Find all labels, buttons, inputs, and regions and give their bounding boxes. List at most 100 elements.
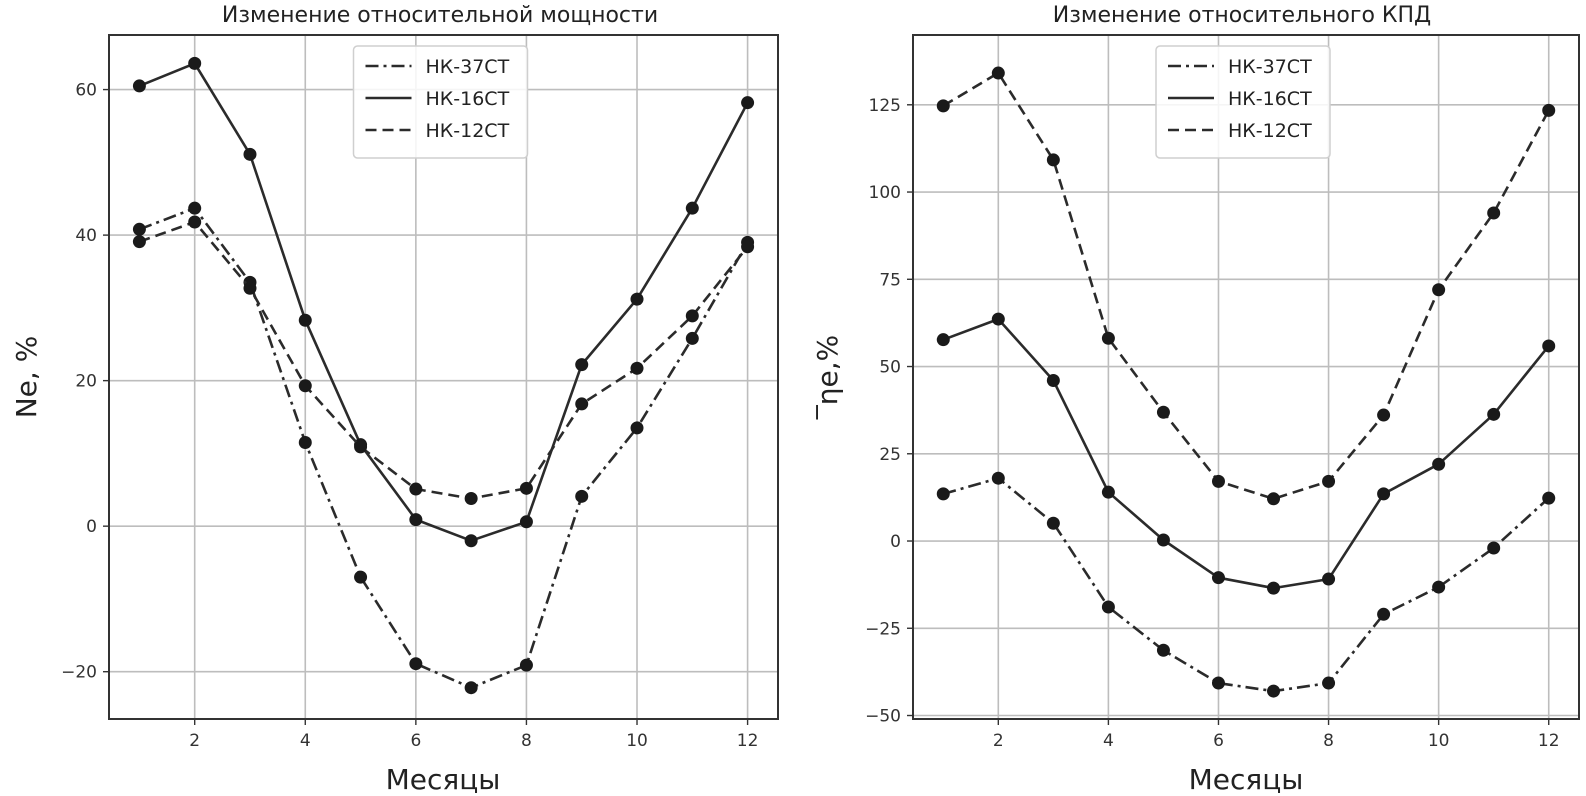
y-tick-label: 20	[75, 372, 97, 392]
series-group	[132, 56, 755, 695]
x-tick-label: 8	[521, 731, 532, 751]
data-point	[685, 201, 699, 215]
data-point	[741, 96, 755, 110]
data-point	[298, 435, 312, 449]
x-tick-label: 2	[189, 731, 200, 751]
tick-labels: 2 4 6 8 10 12 −20 0 20 40 60	[61, 81, 758, 751]
x-tick-label: 4	[300, 731, 311, 751]
data-point	[1377, 607, 1391, 621]
y-axis-label: ‾ηe,%	[811, 335, 844, 420]
data-point	[1487, 206, 1501, 220]
y-tick-label: 125	[869, 96, 901, 116]
data-point	[1267, 684, 1281, 698]
y-tick-label: 50	[879, 358, 901, 378]
data-point	[1101, 600, 1115, 614]
plot-frame	[108, 34, 779, 720]
data-point	[575, 397, 589, 411]
x-tick-label: 10	[626, 731, 648, 751]
data-point	[1267, 581, 1281, 595]
x-tick-label: 10	[1428, 731, 1450, 751]
data-point	[1267, 492, 1281, 506]
chart-title: Изменение относительной мощности	[222, 3, 658, 28]
data-point	[409, 513, 423, 527]
legend-label-1: НК-16СТ	[426, 88, 510, 110]
tick-labels: 2 4 6 8 10 12 −50 −25 0 25 50 75 100 125	[865, 96, 1559, 751]
data-point	[464, 534, 478, 548]
power-chart: Изменение относительной мощности 2 4 6 8 10 1…	[10, 3, 779, 796]
plot-frame	[912, 34, 1580, 720]
x-tick-label: 8	[1323, 731, 1334, 751]
data-point	[991, 471, 1005, 485]
data-point	[1156, 405, 1170, 419]
y-tick-label: 0	[890, 532, 901, 552]
data-point	[1101, 331, 1115, 345]
series-line-2	[942, 71, 1550, 501]
data-point	[188, 56, 202, 70]
data-point	[1487, 407, 1501, 421]
data-point	[1156, 643, 1170, 657]
y-tick-label: −25	[865, 619, 901, 639]
data-point	[132, 222, 146, 236]
data-point	[1211, 676, 1225, 690]
y-tick-label: 100	[869, 183, 901, 203]
data-point	[936, 333, 950, 347]
data-point	[1046, 516, 1060, 530]
y-tick-label: 40	[75, 226, 97, 246]
data-point	[575, 358, 589, 372]
data-point	[1542, 103, 1556, 117]
data-point	[132, 235, 146, 249]
efficiency-chart: Изменение относительного КПД 2 4 6 8 10 12 −50…	[811, 3, 1580, 796]
legend: НК-37СТ НК-16СТ НК-12СТ	[352, 45, 529, 159]
data-point	[354, 570, 368, 584]
series-line-0	[138, 206, 749, 690]
data-point	[1377, 408, 1391, 422]
data-point	[991, 66, 1005, 80]
data-point	[188, 201, 202, 215]
y-tick-label: 60	[75, 81, 97, 101]
x-axis-label: Месяцы	[1189, 763, 1304, 796]
legend-label-1: НК-16СТ	[1228, 88, 1312, 110]
data-point	[1487, 541, 1501, 555]
data-point	[630, 292, 644, 306]
legend-label-0: НК-37СТ	[1228, 56, 1312, 78]
data-point	[519, 658, 533, 672]
y-axis-label: Ne, %	[10, 336, 43, 419]
chart-title: Изменение относительного КПД	[1053, 3, 1432, 28]
series-group	[936, 66, 1556, 698]
data-point	[464, 492, 478, 506]
x-tick-label: 12	[737, 731, 759, 751]
data-point	[630, 361, 644, 375]
y-tick-label: −20	[61, 663, 97, 683]
legend-label-0: НК-37СТ	[426, 56, 510, 78]
series-line-1	[942, 317, 1550, 590]
data-point	[519, 515, 533, 529]
data-point	[1322, 676, 1336, 690]
data-point	[188, 215, 202, 229]
data-point	[409, 482, 423, 496]
x-tick-label: 2	[993, 731, 1004, 751]
data-point	[1432, 457, 1446, 471]
data-point	[243, 281, 257, 295]
y-tick-label: −50	[865, 707, 901, 727]
y-tick-label: 25	[879, 445, 901, 465]
legend: НК-37СТ НК-16СТ НК-12СТ	[1155, 45, 1331, 159]
data-point	[1377, 487, 1391, 501]
y-tick-label: 75	[879, 270, 901, 290]
legend-box	[1155, 45, 1331, 159]
data-point	[132, 79, 146, 93]
data-point	[991, 312, 1005, 326]
data-point	[1432, 283, 1446, 297]
data-point	[685, 331, 699, 345]
legend-label-2: НК-12СТ	[426, 120, 510, 142]
data-point	[1046, 153, 1060, 167]
data-point	[685, 309, 699, 323]
data-point	[519, 481, 533, 495]
data-point	[575, 489, 589, 503]
series-line-2	[138, 220, 749, 500]
data-point	[1101, 485, 1115, 499]
x-tick-label: 6	[410, 731, 421, 751]
data-point	[464, 681, 478, 695]
data-point	[298, 313, 312, 327]
data-point	[1046, 373, 1060, 387]
data-point	[1322, 474, 1336, 488]
